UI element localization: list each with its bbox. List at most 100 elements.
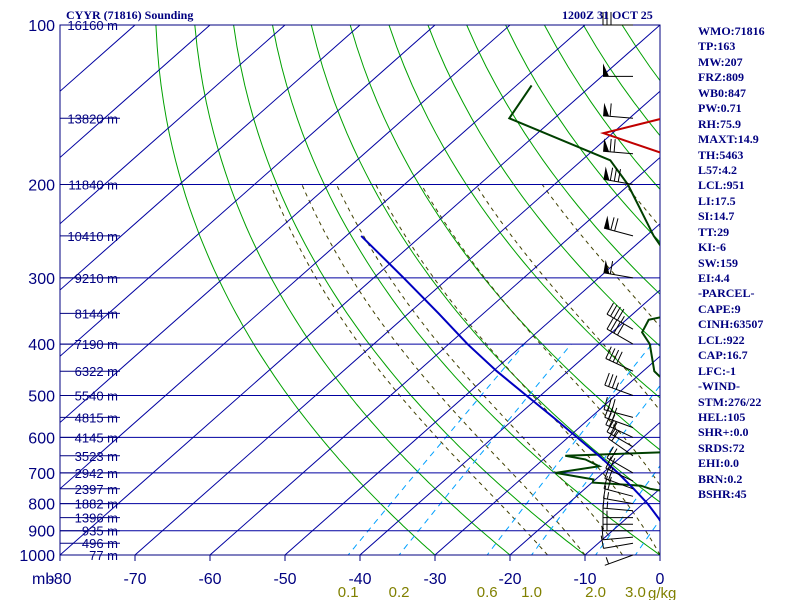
pressure-label: 800 — [28, 497, 55, 514]
height-label: 6322 m — [75, 364, 118, 379]
mixing-ratio-label: 0.1 — [338, 584, 359, 600]
pressure-label: 400 — [28, 337, 55, 354]
wind-barb-full — [609, 103, 612, 117]
wind-barb — [603, 485, 634, 505]
isobars — [59, 24, 661, 556]
temperature-tick-label: -40 — [348, 571, 371, 588]
wind-barb-full — [616, 308, 625, 321]
height-label: 1882 m — [75, 497, 118, 512]
temperature-tick-label: -30 — [423, 571, 446, 588]
isotherms — [60, 25, 660, 555]
wind-barb — [606, 317, 634, 345]
wind-barb-full — [605, 346, 612, 359]
sounding-index: MW:207 — [698, 54, 743, 69]
isotherm — [60, 25, 586, 490]
pressure-label: 200 — [28, 178, 55, 195]
mixing-ratio-unit-label: g/kg — [648, 585, 676, 600]
sounding-index: EHI:0.0 — [698, 456, 740, 471]
pressure-label: 600 — [28, 430, 55, 447]
sounding-index: LCL:922 — [698, 332, 745, 347]
wind-barb — [603, 166, 634, 185]
wind-barb-full — [610, 217, 615, 231]
isotherm — [60, 25, 511, 424]
wind-barb-pennant — [604, 215, 610, 230]
wind-barb-full — [606, 317, 614, 330]
wind-barb-staff — [604, 478, 634, 490]
wind-barb — [601, 526, 634, 541]
wind-barb-staff — [603, 507, 634, 512]
wind-barb-staff — [606, 328, 634, 345]
moist-adiabat — [541, 184, 660, 328]
wind-barb-staff — [603, 497, 634, 505]
mixing-ratio-label: 0.2 — [389, 584, 410, 600]
height-label: 10410 m — [67, 229, 118, 244]
mixing-ratio-label: 3.0 — [625, 584, 646, 600]
sounding-index: WB0:847 — [698, 85, 746, 100]
isotherm — [359, 289, 660, 555]
temperature-tick-label: -70 — [123, 571, 146, 588]
wind-barb-full — [608, 467, 614, 481]
mixing-ratio-line — [398, 343, 572, 555]
wind-barb — [603, 138, 634, 155]
wind-barb-staff — [604, 384, 634, 396]
height-label: 5540 m — [75, 389, 118, 404]
sounding-index: WMO:71816 — [698, 24, 765, 38]
wind-barb — [602, 12, 633, 26]
wind-barb-half — [613, 429, 618, 437]
sounding-index: SW:159 — [698, 255, 739, 270]
sounding-index: RH:75.9 — [698, 116, 741, 131]
sounding-index: CAP:16.7 — [698, 348, 748, 363]
height-label: 2397 m — [75, 482, 118, 497]
wind-barb-full — [609, 167, 614, 181]
mixing-ratio-line — [347, 343, 525, 555]
height-label: 8144 m — [75, 306, 118, 321]
height-label: 3523 m — [75, 449, 118, 464]
dry-adiabat — [155, 25, 436, 555]
wind-barb-staff — [605, 467, 634, 482]
wind-barb-full — [614, 218, 619, 232]
moist-adiabat — [475, 184, 660, 412]
wind-barb-full — [611, 407, 618, 421]
temperature-tick-label: 0 — [656, 571, 665, 588]
wind-barb — [603, 396, 634, 418]
sounding-index: L57:4.2 — [698, 162, 737, 177]
height-labels: 16160 m 13820 m 11840 m 10410 m 9210 m 8144 m… — [60, 18, 120, 563]
wind-barb-pennant — [603, 138, 610, 152]
wind-barb-full — [610, 319, 618, 332]
sounding-index: MAXT:14.9 — [698, 132, 759, 147]
sounding-index: LI:17.5 — [698, 193, 736, 208]
wind-barb-full — [609, 138, 612, 152]
wind-barb-staff — [608, 438, 634, 457]
sounding-index: KI:-6 — [698, 240, 726, 255]
sounding-index: SHR+:0.0 — [698, 425, 749, 440]
pressure-label: 500 — [28, 389, 55, 406]
sounding-index: TT:29 — [698, 224, 730, 239]
height-label: 935 m — [82, 524, 118, 539]
isotherm — [60, 25, 436, 357]
wind-barb-staff — [603, 115, 634, 119]
wind-barb-full — [608, 457, 616, 471]
wind-barb-full — [613, 306, 621, 319]
wind-barb-full — [603, 485, 607, 499]
wind-barb — [606, 302, 634, 330]
mixing-ratio-line — [486, 343, 653, 555]
sounding-index: -PARCEL- — [698, 286, 755, 301]
isotherm — [284, 223, 660, 555]
wind-barb-staff — [603, 542, 634, 549]
wind-barb-full — [605, 456, 612, 469]
dry-adiabat — [194, 25, 511, 555]
sounding-index: LFC:-1 — [698, 363, 736, 378]
pressure-label: 100 — [28, 18, 55, 35]
wind-barb-full — [616, 351, 623, 364]
pressure-label: 1000 — [19, 548, 55, 565]
pressure-label: 300 — [28, 271, 55, 288]
wind-barb-staff — [604, 416, 634, 429]
isotherm — [60, 25, 361, 291]
wind-barb-pennant — [603, 166, 610, 181]
wind-barb-full — [600, 535, 604, 549]
wind-barb — [600, 535, 634, 549]
wind-barb — [603, 102, 634, 119]
dry-adiabat — [427, 25, 660, 347]
mixing-ratio-label: 1.0 — [521, 584, 542, 600]
wind-barb-staff — [603, 536, 634, 541]
